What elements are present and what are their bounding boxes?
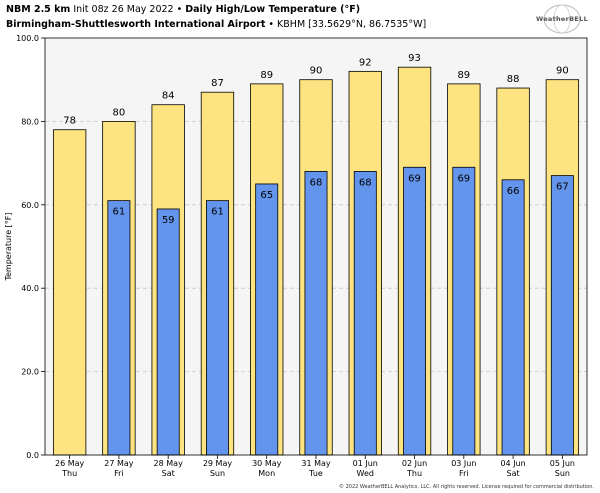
logo-text: WeatherBELL bbox=[535, 15, 589, 23]
bars-group bbox=[52, 66, 580, 456]
x-tick-date: 31 May bbox=[301, 459, 331, 468]
y-axis-label: Temperature [°F] bbox=[4, 212, 13, 281]
low-temp-label: 61 bbox=[113, 207, 126, 218]
chart-title: Daily High/Low Temperature (°F) bbox=[185, 4, 361, 15]
weatherbell-logo: WeatherBELL bbox=[530, 3, 594, 35]
x-tick-day: Tue bbox=[308, 469, 323, 478]
x-tick-day: Fri bbox=[114, 469, 124, 478]
header-bullet: • bbox=[176, 4, 183, 15]
x-tick-day: Wed bbox=[357, 469, 374, 478]
y-tick-label: 60.0 bbox=[21, 201, 39, 210]
model-name: NBM 2.5 km bbox=[6, 4, 71, 15]
x-tick-day: Thu bbox=[61, 469, 77, 478]
x-tick-day: Sat bbox=[162, 469, 175, 478]
data-labels-group: 78 80 61 84 59 87 61 89 65 90 68 92 68 93 69 89 69 88 66 90… bbox=[63, 53, 568, 226]
x-tick-day: Thu bbox=[406, 469, 422, 478]
y-tick-label: 0.0 bbox=[26, 451, 39, 460]
high-temp-label: 89 bbox=[260, 70, 273, 81]
high-temp-label: 93 bbox=[408, 53, 421, 64]
low-temp-bar bbox=[501, 179, 525, 456]
low-temp-bar bbox=[353, 171, 377, 456]
x-tick-date: 02 Jun bbox=[402, 459, 427, 468]
y-tick-label: 20.0 bbox=[21, 368, 39, 377]
low-temp-label: 66 bbox=[507, 186, 520, 197]
init-time: Init 08z 26 May 2022 bbox=[73, 4, 174, 15]
header-line-1: NBM 2.5 km Init 08z 26 May 2022 • Daily … bbox=[6, 2, 426, 17]
x-tick-day: Sat bbox=[507, 469, 520, 478]
low-temp-label: 69 bbox=[457, 173, 470, 184]
low-temp-bar bbox=[550, 175, 574, 456]
x-tick-day: Mon bbox=[258, 469, 275, 478]
high-temp-label: 87 bbox=[211, 78, 224, 89]
low-temp-label: 61 bbox=[211, 207, 224, 218]
x-tick-date: 26 May bbox=[55, 459, 85, 468]
low-temp-label: 68 bbox=[310, 177, 323, 188]
high-temp-label: 80 bbox=[113, 107, 126, 118]
y-tick-label: 40.0 bbox=[21, 284, 39, 293]
high-temp-label: 84 bbox=[162, 91, 175, 102]
x-tick-day: Sun bbox=[210, 469, 225, 478]
low-temp-bar bbox=[304, 171, 328, 456]
low-temp-bar bbox=[205, 200, 229, 456]
logo-globe-icon bbox=[543, 4, 581, 34]
high-temp-bar bbox=[52, 129, 87, 456]
low-temp-bar bbox=[452, 166, 476, 456]
high-temp-label: 78 bbox=[63, 116, 76, 127]
low-temp-label: 68 bbox=[359, 177, 372, 188]
low-temp-label: 69 bbox=[408, 173, 421, 184]
y-axis: 0.0 20.0 40.0 60.0 80.0 100.0 bbox=[16, 34, 45, 460]
low-temp-label: 67 bbox=[556, 182, 569, 193]
low-temp-bar bbox=[107, 200, 131, 456]
x-tick-day: Fri bbox=[459, 469, 469, 478]
high-temp-label: 92 bbox=[359, 57, 372, 68]
y-tick-label: 80.0 bbox=[21, 117, 39, 126]
high-temp-label: 89 bbox=[457, 70, 470, 81]
x-tick-date: 29 May bbox=[203, 459, 233, 468]
station-coords: KBHM [33.5629°N, 86.7535°W] bbox=[277, 19, 427, 30]
station-name: Birmingham-Shuttlesworth International A… bbox=[6, 19, 266, 30]
high-temp-label: 88 bbox=[507, 74, 520, 85]
low-temp-bar bbox=[403, 166, 427, 456]
low-temp-bar bbox=[156, 208, 180, 456]
high-temp-label: 90 bbox=[556, 66, 569, 77]
x-tick-date: 03 Jun bbox=[451, 459, 476, 468]
y-tick-label: 100.0 bbox=[16, 34, 39, 43]
chart-header: NBM 2.5 km Init 08z 26 May 2022 • Daily … bbox=[6, 2, 426, 32]
low-temp-label: 59 bbox=[162, 215, 175, 226]
header-bullet: • bbox=[268, 19, 275, 30]
x-tick-date: 30 May bbox=[252, 459, 282, 468]
low-temp-bar bbox=[255, 183, 279, 456]
high-temp-label: 90 bbox=[310, 66, 323, 77]
x-tick-date: 04 Jun bbox=[500, 459, 525, 468]
x-tick-date: 05 Jun bbox=[550, 459, 575, 468]
x-tick-date: 28 May bbox=[154, 459, 184, 468]
x-tick-date: 27 May bbox=[104, 459, 134, 468]
x-tick-day: Sun bbox=[555, 469, 570, 478]
header-line-2: Birmingham-Shuttlesworth International A… bbox=[6, 17, 426, 32]
copyright-notice: © 2022 WeatherBELL Analytics, LLC. All r… bbox=[339, 484, 594, 490]
low-temp-label: 65 bbox=[260, 190, 273, 201]
x-tick-date: 01 Jun bbox=[353, 459, 378, 468]
